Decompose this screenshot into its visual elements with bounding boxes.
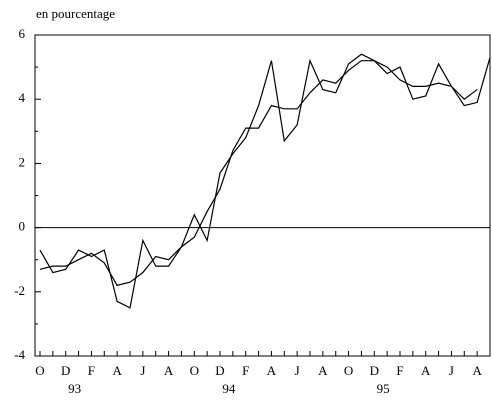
y-tick-label: -4 — [14, 347, 25, 362]
x-tick-label: A — [112, 363, 122, 378]
y-tick-label: 0 — [19, 219, 26, 234]
y-axis-label: en pourcentage — [36, 6, 115, 21]
x-tick-label: A — [421, 363, 431, 378]
x-tick-label: O — [35, 363, 44, 378]
x-tick-label: O — [190, 363, 199, 378]
x-tick-label: J — [140, 363, 145, 378]
x-tick-label: A — [318, 363, 328, 378]
x-tick-label: O — [344, 363, 353, 378]
x-tick-label: F — [242, 363, 249, 378]
y-tick-label: 6 — [19, 26, 26, 41]
x-tick-label: A — [164, 363, 174, 378]
x-tick-label: J — [295, 363, 300, 378]
year-label: 93 — [68, 381, 81, 396]
x-tick-label: J — [449, 363, 454, 378]
y-tick-label: -2 — [14, 283, 25, 298]
y-tick-label: 4 — [19, 90, 26, 105]
plot-frame — [34, 34, 491, 357]
x-tick-label: D — [215, 363, 224, 378]
y-tick-label: 2 — [19, 154, 26, 169]
x-tick-label: D — [370, 363, 379, 378]
x-tick-label: F — [396, 363, 403, 378]
year-label: 95 — [377, 381, 390, 396]
year-label: 94 — [222, 381, 236, 396]
x-tick-label: D — [61, 363, 70, 378]
series-line — [39, 53, 491, 309]
x-tick-label: A — [267, 363, 277, 378]
x-tick-label: A — [472, 363, 482, 378]
series-line — [39, 60, 478, 287]
x-tick-label: F — [88, 363, 95, 378]
